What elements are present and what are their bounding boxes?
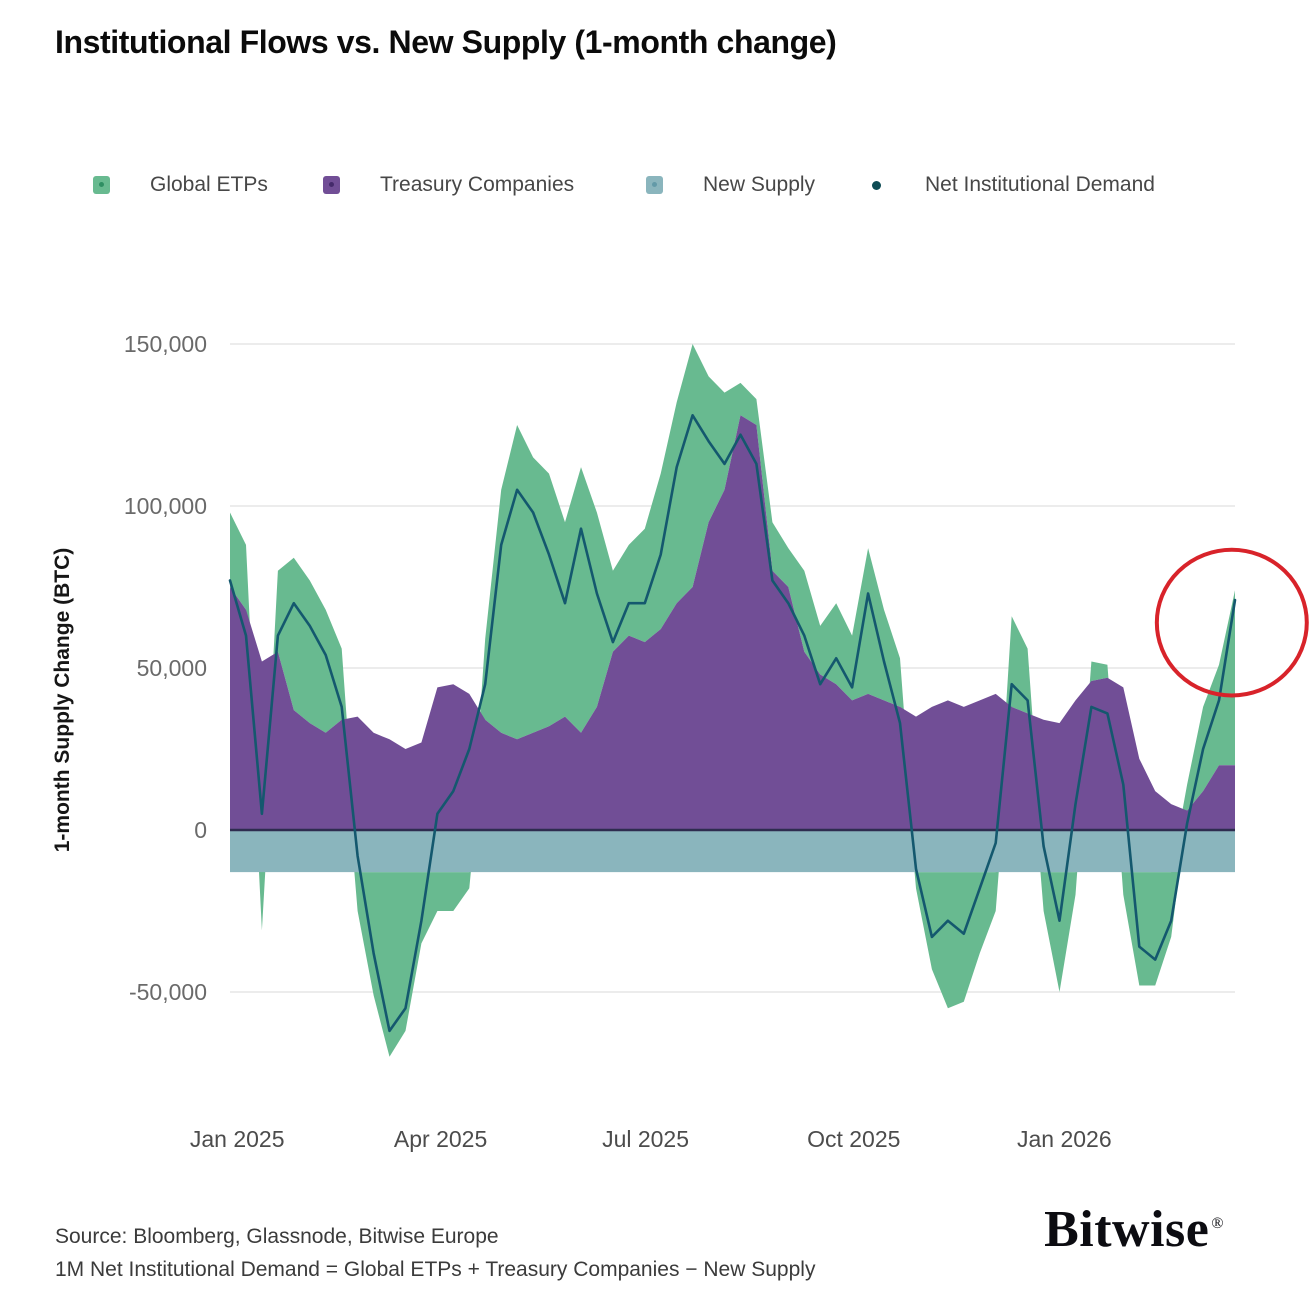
legend-item-global-etps: Global ETPs bbox=[93, 173, 268, 196]
bitwise-logo: Bitwise ® bbox=[1044, 1200, 1224, 1259]
x-tick-label-jan-2025: Jan 2025 bbox=[190, 1126, 285, 1152]
source-line: Source: Bloomberg, Glassnode, Bitwise Eu… bbox=[55, 1225, 499, 1248]
legend-swatch-treasury-companies bbox=[323, 176, 340, 194]
legend-item-net-institutional-demand: Net Institutional Demand bbox=[868, 173, 1155, 196]
y-tick-label-100000: 100,000 bbox=[124, 493, 207, 519]
x-tick-label-jul-2025: Jul 2025 bbox=[602, 1126, 689, 1152]
legend-item-new-supply: New Supply bbox=[646, 173, 816, 196]
formula-line: 1M Net Institutional Demand = Global ETP… bbox=[55, 1258, 816, 1281]
swatch-dot-icon bbox=[329, 182, 334, 187]
legend-swatch-global-etps bbox=[93, 176, 110, 194]
legend-label-treasury-companies: Treasury Companies bbox=[380, 173, 575, 196]
footer-notes: Source: Bloomberg, Glassnode, Bitwise Eu… bbox=[55, 1220, 815, 1286]
x-tick-label-jan-2026: Jan 2026 bbox=[1017, 1126, 1112, 1152]
y-tick-label-50000: 50,000 bbox=[137, 655, 207, 681]
brand-text: Bitwise bbox=[1044, 1201, 1210, 1258]
legend-label-net-institutional-demand: Net Institutional Demand bbox=[925, 173, 1155, 196]
legend-dot-net-institutional-demand bbox=[868, 176, 885, 194]
legend-label-global-etps: Global ETPs bbox=[150, 173, 268, 196]
x-tick-label-oct-2025: Oct 2025 bbox=[807, 1126, 900, 1152]
swatch-dot-icon bbox=[652, 182, 657, 187]
area-new-supply bbox=[230, 830, 1235, 873]
registered-mark: ® bbox=[1211, 1214, 1224, 1232]
net-institutional-demand-line bbox=[228, 414, 1237, 1033]
y-tick-label-150000: 150,000 bbox=[124, 331, 207, 357]
legend-label-new-supply: New Supply bbox=[703, 173, 816, 196]
x-tick-label-apr-2025: Apr 2025 bbox=[394, 1126, 487, 1152]
area-treasury-companies bbox=[230, 415, 1235, 830]
y-tick-label--50000: -50,000 bbox=[129, 979, 207, 1005]
legend-item-treasury-companies: Treasury Companies bbox=[323, 173, 575, 196]
swatch-dot-icon bbox=[99, 182, 104, 187]
highlight-circle-annotation bbox=[1154, 547, 1309, 698]
y-tick-label-0: 0 bbox=[194, 817, 207, 843]
legend-swatch-new-supply bbox=[646, 176, 663, 194]
chart-title: Institutional Flows vs. New Supply (1-mo… bbox=[55, 24, 837, 60]
line-dot-icon bbox=[872, 181, 881, 190]
